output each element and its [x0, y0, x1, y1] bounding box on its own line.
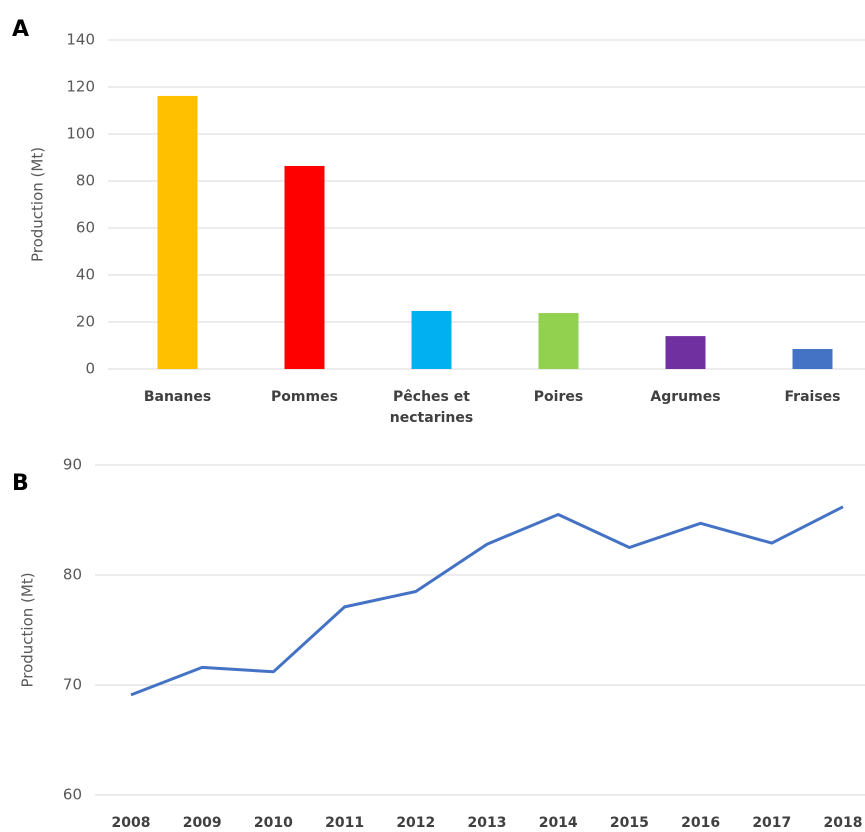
y-axis-label: Production (Mt) [29, 147, 47, 262]
x-tick-label: Poires [534, 389, 583, 405]
x-tick-label: Pêches et nectarines [390, 389, 473, 426]
x-tick-label: 2009 [183, 815, 222, 831]
y-tick-label: 100 [66, 125, 95, 143]
y-tick-label: 60 [63, 786, 82, 804]
x-tick-label: 2013 [468, 815, 507, 831]
panel-label: B [12, 471, 29, 496]
x-tick-label: 2014 [539, 815, 578, 831]
y-tick-label: 70 [63, 676, 82, 694]
bar [284, 165, 325, 369]
y-tick-label: 40 [76, 266, 95, 284]
line [130, 505, 844, 697]
x-tick-label: Fraises [785, 389, 841, 405]
y-tick-label: 90 [63, 456, 82, 474]
x-tick-label: 2016 [681, 815, 720, 831]
y-tick-label: 0 [85, 360, 95, 378]
x-tick-label: 2008 [112, 815, 151, 831]
x-tick-label: Bananes [144, 389, 211, 405]
x-tick-label: 2012 [396, 815, 435, 831]
y-tick-label: 80 [63, 566, 82, 584]
bar [792, 349, 833, 369]
y-tick-label: 140 [66, 31, 95, 49]
bar [157, 95, 198, 370]
y-tick-label: 20 [76, 313, 95, 331]
x-tick-label: 2018 [824, 815, 863, 831]
x-tick-label: 2010 [254, 815, 293, 831]
bar [538, 313, 579, 369]
x-tick-label: Pommes [271, 389, 338, 405]
x-tick-label: Agrumes [650, 389, 720, 405]
y-tick-label: 60 [76, 219, 95, 237]
x-tick-label: 2011 [325, 815, 364, 831]
y-axis-label: Production (Mt) [19, 572, 37, 687]
bar [665, 336, 706, 369]
bar [411, 310, 452, 369]
y-tick-label: 120 [66, 78, 95, 96]
panel-label: A [12, 17, 29, 42]
y-tick-label: 80 [76, 172, 95, 190]
x-tick-label: 2015 [610, 815, 649, 831]
x-tick-label: 2017 [752, 815, 791, 831]
